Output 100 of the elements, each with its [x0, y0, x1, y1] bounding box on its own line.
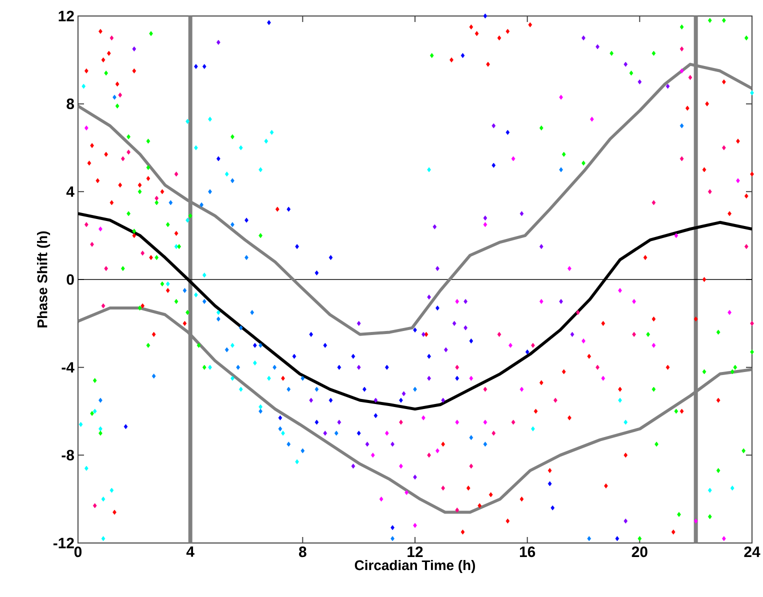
- point: [632, 298, 636, 304]
- point: [531, 426, 535, 432]
- point: [186, 310, 190, 315]
- point: [553, 398, 558, 403]
- point: [230, 376, 234, 381]
- point: [174, 298, 178, 304]
- point: [202, 298, 206, 304]
- point: [596, 44, 600, 50]
- point: [430, 53, 434, 58]
- point: [708, 189, 712, 194]
- point: [733, 364, 738, 370]
- point: [464, 325, 468, 330]
- point: [244, 218, 248, 223]
- point: [680, 46, 684, 52]
- point: [744, 35, 748, 40]
- y-tick-label: 8: [66, 98, 74, 110]
- y-tick-label: -4: [62, 362, 74, 372]
- point: [82, 84, 86, 89]
- point: [238, 386, 243, 392]
- point: [196, 342, 201, 348]
- point: [370, 452, 375, 458]
- point: [230, 342, 234, 348]
- point: [286, 386, 291, 392]
- point: [436, 448, 440, 454]
- point: [160, 281, 164, 286]
- point: [365, 442, 370, 447]
- point: [582, 338, 586, 344]
- point: [520, 386, 524, 392]
- point: [101, 536, 106, 542]
- point: [309, 332, 314, 337]
- point: [680, 68, 684, 74]
- point: [351, 464, 356, 469]
- point: [652, 386, 656, 392]
- x-tick-label: 16: [520, 546, 536, 558]
- point: [615, 536, 620, 542]
- point: [238, 325, 243, 330]
- point: [708, 18, 712, 23]
- point: [244, 255, 248, 260]
- point: [379, 496, 384, 502]
- point: [483, 386, 488, 392]
- point: [267, 20, 271, 26]
- point: [455, 508, 460, 513]
- point: [638, 79, 642, 84]
- point: [582, 35, 586, 40]
- point: [300, 448, 305, 454]
- point: [492, 123, 496, 128]
- point: [224, 172, 229, 177]
- point: [511, 420, 516, 425]
- point: [374, 413, 378, 418]
- y-axis-title: Phase Shift (h): [37, 231, 50, 328]
- point: [270, 130, 274, 135]
- point: [216, 316, 220, 322]
- point: [422, 332, 426, 337]
- point: [314, 270, 319, 276]
- point: [632, 332, 636, 337]
- point: [413, 386, 417, 392]
- point: [194, 145, 198, 150]
- point: [497, 332, 502, 337]
- point: [492, 430, 496, 436]
- point: [138, 189, 142, 194]
- point: [110, 488, 114, 493]
- point: [570, 332, 574, 337]
- point: [267, 376, 271, 381]
- point: [104, 70, 108, 76]
- point: [432, 224, 437, 230]
- line-series: [78, 212, 752, 411]
- x-tick-label: 12: [408, 546, 423, 557]
- point: [559, 94, 563, 100]
- point: [118, 92, 122, 98]
- y-tick-label: 4: [66, 186, 74, 197]
- point: [216, 40, 220, 45]
- point: [92, 378, 97, 384]
- point: [666, 84, 670, 89]
- point: [730, 369, 734, 374]
- point: [253, 342, 257, 348]
- point: [390, 442, 394, 447]
- point: [539, 125, 544, 130]
- point: [469, 464, 474, 469]
- point: [98, 226, 102, 232]
- point: [272, 364, 277, 370]
- point: [98, 430, 102, 436]
- point: [337, 364, 342, 370]
- x-tick-label: 8: [298, 546, 306, 558]
- point: [351, 354, 356, 359]
- point: [238, 145, 243, 150]
- point: [328, 255, 333, 260]
- point: [413, 522, 417, 528]
- point: [300, 376, 305, 381]
- point: [250, 310, 254, 315]
- point: [92, 408, 97, 414]
- point: [674, 233, 678, 238]
- point: [216, 310, 220, 315]
- point: [186, 218, 190, 223]
- point: [174, 244, 178, 250]
- point: [469, 338, 474, 344]
- point: [152, 374, 156, 379]
- point: [202, 64, 206, 69]
- point: [356, 364, 361, 370]
- y-tick-label: -12: [53, 538, 74, 548]
- point: [508, 342, 512, 348]
